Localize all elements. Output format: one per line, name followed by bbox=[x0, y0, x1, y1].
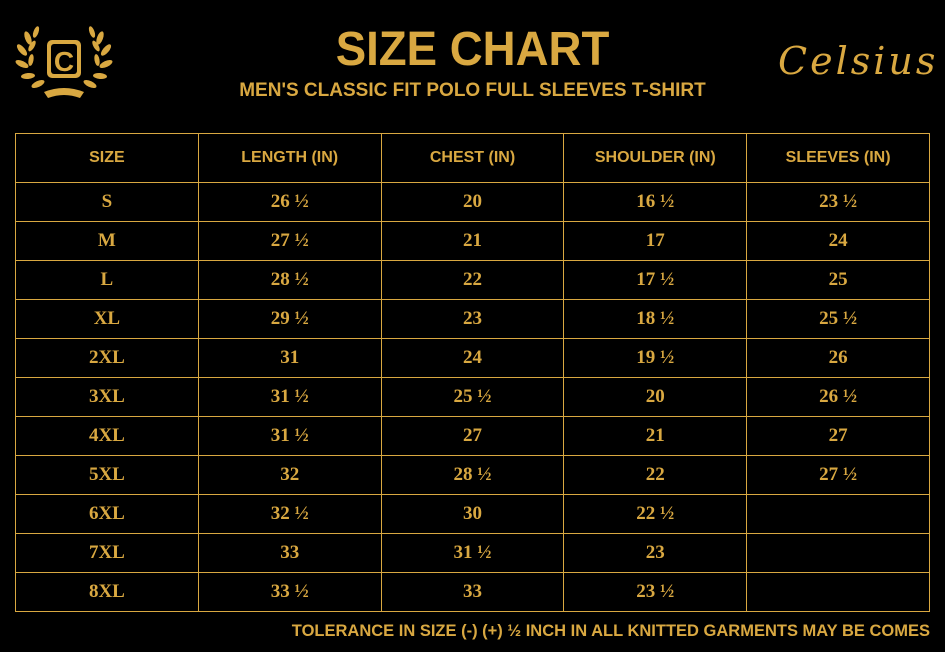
measurement-cell: 33 ½ bbox=[197, 572, 382, 612]
measurement-cell: 23 ½ bbox=[563, 572, 748, 612]
table-row: XL 29 ½ 23 18 ½ 25 ½ bbox=[15, 299, 930, 339]
column-header: SHOULDER (IN) bbox=[563, 133, 748, 183]
measurement-cell: 25 bbox=[746, 260, 930, 300]
measurement-cell: 23 bbox=[563, 533, 748, 573]
column-header: LENGTH (IN) bbox=[197, 133, 382, 183]
measurement-cell: 26 bbox=[746, 338, 930, 378]
measurement-cell: 25 ½ bbox=[746, 299, 930, 339]
measurement-cell: 31 ½ bbox=[380, 533, 565, 573]
svg-text:C: C bbox=[54, 46, 74, 77]
table-row: L 28 ½ 22 17 ½ 25 bbox=[15, 260, 930, 300]
measurement-cell: 24 bbox=[380, 338, 565, 378]
size-cell: XL bbox=[15, 299, 199, 339]
measurement-cell bbox=[746, 572, 930, 612]
table-row: 6XL 32 ½ 30 22 ½ bbox=[15, 494, 930, 534]
table-row: 4XL 31 ½ 27 21 27 bbox=[15, 416, 930, 456]
size-cell: 4XL bbox=[15, 416, 199, 456]
table-row: 2XL 31 24 19 ½ 26 bbox=[15, 338, 930, 378]
measurement-cell: 21 bbox=[563, 416, 748, 456]
measurement-cell: 29 ½ bbox=[197, 299, 382, 339]
measurement-cell: 17 ½ bbox=[563, 260, 748, 300]
measurement-cell: 19 ½ bbox=[563, 338, 748, 378]
size-cell: 8XL bbox=[15, 572, 199, 612]
page-title: SIZE CHART bbox=[335, 23, 610, 76]
size-cell: 7XL bbox=[15, 533, 199, 573]
size-cell: 2XL bbox=[15, 338, 199, 378]
measurement-cell: 28 ½ bbox=[380, 455, 565, 495]
size-cell: 3XL bbox=[15, 377, 199, 417]
measurement-cell: 24 bbox=[746, 221, 930, 261]
column-header: SLEEVES (IN) bbox=[746, 133, 930, 183]
laurel-c-icon: C bbox=[15, 25, 114, 98]
measurement-cell: 25 ½ bbox=[380, 377, 565, 417]
measurement-cell: 22 bbox=[563, 455, 748, 495]
size-cell: 6XL bbox=[15, 494, 199, 534]
measurement-cell bbox=[746, 533, 930, 573]
measurement-cell: 20 bbox=[563, 377, 748, 417]
measurement-cell: 26 ½ bbox=[197, 182, 382, 222]
celsius-laurel-logo: C bbox=[14, 18, 114, 104]
measurement-cell: 23 ½ bbox=[746, 182, 930, 222]
tolerance-note: TOLERANCE IN SIZE (-) (+) ½ INCH IN ALL … bbox=[291, 622, 930, 640]
measurement-cell: 28 ½ bbox=[197, 260, 382, 300]
measurement-cell: 22 bbox=[380, 260, 565, 300]
measurement-cell: 27 bbox=[746, 416, 930, 456]
measurement-cell: 31 bbox=[197, 338, 382, 378]
measurement-cell: 31 ½ bbox=[197, 416, 382, 456]
measurement-cell: 32 ½ bbox=[197, 494, 382, 534]
measurement-cell: 21 bbox=[380, 221, 565, 261]
column-header: SIZE bbox=[15, 133, 199, 183]
size-cell: M bbox=[15, 221, 199, 261]
table-row: S 26 ½ 20 16 ½ 23 ½ bbox=[15, 182, 930, 222]
measurement-cell: 27 ½ bbox=[746, 455, 930, 495]
table-row: 5XL 32 28 ½ 22 27 ½ bbox=[15, 455, 930, 495]
measurement-cell: 33 bbox=[380, 572, 565, 612]
table-row: 3XL 31 ½ 25 ½ 20 26 ½ bbox=[15, 377, 930, 417]
page-subtitle: MEN'S CLASSIC FIT POLO FULL SLEEVES T-SH… bbox=[239, 80, 706, 101]
measurement-cell: 27 ½ bbox=[197, 221, 382, 261]
table-header-row: SIZE LENGTH (IN) CHEST (IN) SHOULDER (IN) SL… bbox=[15, 133, 930, 183]
measurement-cell bbox=[746, 494, 930, 534]
measurement-cell: 33 bbox=[197, 533, 382, 573]
size-cell: L bbox=[15, 260, 199, 300]
column-header: CHEST (IN) bbox=[380, 133, 565, 183]
measurement-cell: 27 bbox=[380, 416, 565, 456]
size-chart-table: SIZE LENGTH (IN) CHEST (IN) SHOULDER (IN) SL… bbox=[15, 133, 930, 612]
table-row: 7XL 33 31 ½ 23 bbox=[15, 533, 930, 573]
measurement-cell: 22 ½ bbox=[563, 494, 748, 534]
table-row: M 27 ½ 21 17 24 bbox=[15, 221, 930, 261]
measurement-cell: 17 bbox=[563, 221, 748, 261]
measurement-cell: 32 bbox=[197, 455, 382, 495]
measurement-cell: 23 bbox=[380, 299, 565, 339]
size-cell: 5XL bbox=[15, 455, 199, 495]
measurement-cell: 20 bbox=[380, 182, 565, 222]
measurement-cell: 30 bbox=[380, 494, 565, 534]
measurement-cell: 26 ½ bbox=[746, 377, 930, 417]
measurement-cell: 16 ½ bbox=[563, 182, 748, 222]
brand-wordmark: Celsius bbox=[778, 39, 939, 83]
table-row: 8XL 33 ½ 33 23 ½ bbox=[15, 572, 930, 612]
measurement-cell: 31 ½ bbox=[197, 377, 382, 417]
size-cell: S bbox=[15, 182, 199, 222]
measurement-cell: 18 ½ bbox=[563, 299, 748, 339]
